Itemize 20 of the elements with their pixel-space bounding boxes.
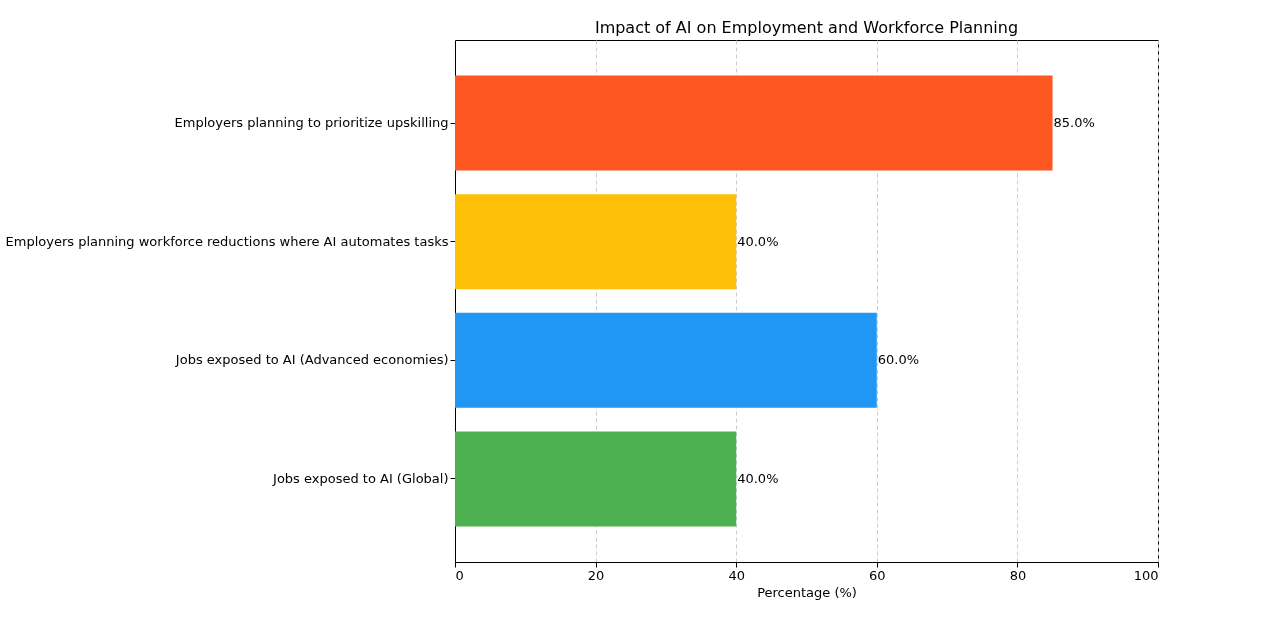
x-tick-label: 0 xyxy=(455,567,464,583)
y-tick-label: Jobs exposed to AI (Advanced economies) xyxy=(174,352,449,368)
data-label: 40.0% xyxy=(737,470,779,486)
x-tick-label: 40 xyxy=(728,567,745,583)
y-tick-label: Employers planning workforce reductions where AI automates tasks xyxy=(5,233,449,249)
x-tick-label: 20 xyxy=(587,567,605,583)
chart-title: Impact of AI on Employment and Workforce Planning xyxy=(594,18,1019,37)
bar xyxy=(455,75,1053,171)
x-tick-label: 60 xyxy=(869,567,886,583)
x-axis-title: Percentage (%) xyxy=(757,584,857,600)
data-label: 85.0% xyxy=(1053,115,1095,131)
x-tick-label: 100 xyxy=(1133,567,1159,583)
y-tick-label: Employers planning to prioritize upskilling xyxy=(174,115,449,131)
bar xyxy=(455,312,877,408)
data-label: 40.0% xyxy=(737,233,779,249)
bar xyxy=(455,194,737,290)
y-tick-label: Jobs exposed to AI (Global) xyxy=(272,470,449,486)
data-label: 60.0% xyxy=(877,352,920,368)
bar xyxy=(455,431,737,527)
x-tick-label: 80 xyxy=(1009,567,1027,583)
